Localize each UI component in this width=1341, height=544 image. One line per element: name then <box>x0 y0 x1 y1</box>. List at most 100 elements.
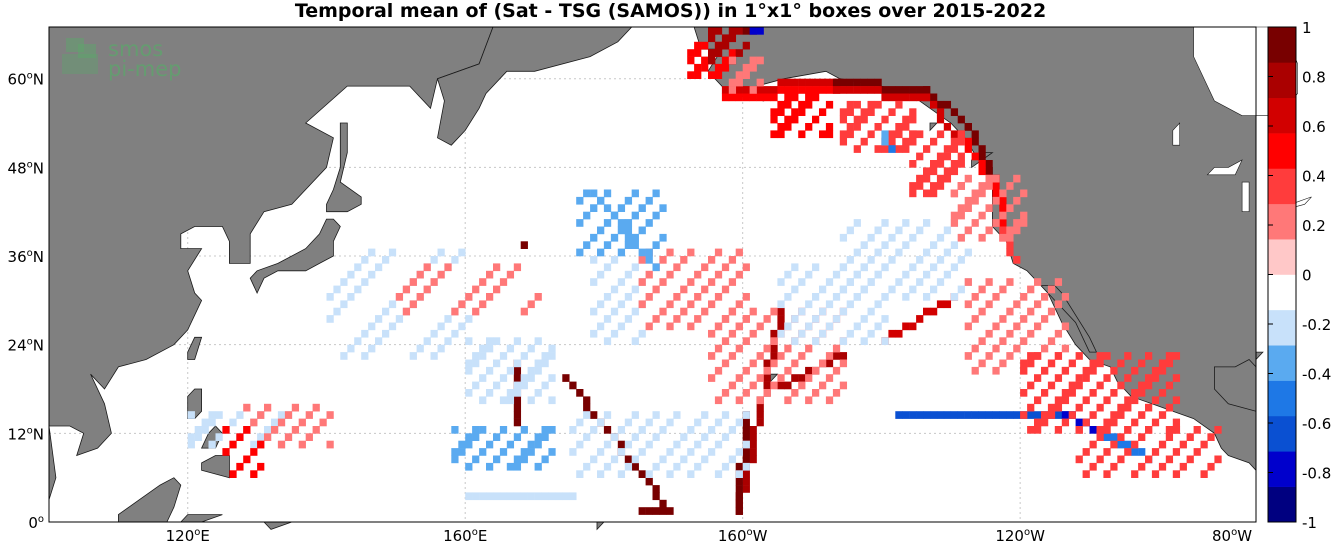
anomaly-cell <box>805 396 813 405</box>
colorbar-segment <box>1268 486 1296 523</box>
anomaly-cell <box>1068 389 1076 397</box>
anomaly-cell <box>950 411 959 419</box>
anomaly-cell <box>992 174 1000 183</box>
anomaly-cell <box>694 418 702 427</box>
anomaly-cell <box>784 100 792 109</box>
anomaly-cell <box>361 256 369 264</box>
anomaly-cell <box>638 329 646 338</box>
anomaly-cell <box>916 226 924 235</box>
anomaly-cell <box>1082 374 1090 382</box>
anomaly-cell <box>520 455 528 464</box>
anomaly-cell <box>250 440 258 449</box>
anomaly-cell <box>687 470 695 478</box>
anomaly-cell <box>701 56 709 65</box>
anomaly-cell <box>645 440 653 449</box>
anomaly-cell <box>805 86 813 94</box>
anomaly-cell <box>569 492 577 501</box>
anomaly-cell <box>479 448 487 456</box>
anomaly-cell <box>541 426 549 434</box>
anomaly-cell <box>610 433 619 441</box>
anomaly-cell <box>694 63 702 72</box>
anomaly-cell <box>590 278 598 286</box>
anomaly-cell <box>777 307 785 316</box>
anomaly-cell <box>721 93 730 102</box>
anomaly-cell <box>819 78 827 87</box>
anomaly-cell <box>659 499 667 508</box>
anomaly-cell <box>1034 426 1042 434</box>
anomaly-cell <box>964 352 972 360</box>
anomaly-cell <box>590 256 598 264</box>
anomaly-cell <box>1013 226 1021 235</box>
anomaly-cell <box>1165 426 1174 434</box>
anomaly-cell <box>499 278 508 286</box>
anomaly-cell <box>1103 433 1111 441</box>
anomaly-cell <box>825 359 834 368</box>
anomaly-cell <box>1103 426 1111 434</box>
anomaly-cell <box>985 226 993 235</box>
anomaly-cell <box>527 300 535 309</box>
anomaly-cell <box>846 300 854 309</box>
colorbar-segments <box>1268 27 1296 523</box>
anomaly-cell <box>347 344 355 353</box>
anomaly-cell <box>486 344 494 353</box>
anomaly-cell <box>409 278 417 286</box>
anomaly-cell <box>909 189 917 198</box>
anomaly-cell <box>791 263 799 272</box>
anomaly-cell <box>735 418 743 427</box>
anomaly-cell <box>936 115 945 124</box>
lat-tick-labels: 0o 12oN 24oN 36oN 48oN 60oN <box>8 71 44 532</box>
anomaly-cell <box>909 86 917 94</box>
anomaly-cell <box>957 152 965 161</box>
anomaly-cell <box>867 329 875 338</box>
lon-tick-label: 120oW <box>995 527 1045 544</box>
anomaly-cell <box>846 329 854 338</box>
anomaly-cell <box>1158 462 1167 471</box>
anomaly-cell <box>756 411 764 419</box>
anomaly-cell <box>597 470 605 478</box>
colorbar-tick-label: -0.8 <box>1302 465 1331 483</box>
anomaly-cell <box>666 270 674 279</box>
map-frame <box>48 26 1257 523</box>
lake-superior <box>1206 159 1243 176</box>
anomaly-cell <box>798 381 806 390</box>
anomaly-cell <box>881 145 889 153</box>
anomaly-cell <box>541 433 549 441</box>
anomaly-cell <box>721 285 730 294</box>
anomaly-cell <box>888 233 896 242</box>
anomaly-cell <box>1034 374 1042 382</box>
anomaly-cell <box>368 270 376 279</box>
anomaly-cell <box>1075 418 1083 427</box>
anomaly-cell <box>437 248 445 257</box>
anomaly-cell <box>534 293 542 301</box>
anomaly-cell <box>694 71 702 79</box>
anomaly-cell <box>916 278 924 286</box>
anomaly-cell <box>499 352 508 360</box>
anomaly-cell <box>770 307 778 316</box>
anomaly-cell <box>943 123 952 131</box>
anomaly-cell <box>1020 337 1028 345</box>
anomaly-cell <box>1068 381 1076 390</box>
anomaly-cell <box>388 322 397 331</box>
anomaly-cell <box>999 219 1007 227</box>
anomaly-cell <box>742 433 750 441</box>
anomaly-cell <box>562 374 570 382</box>
anomaly-cell <box>735 300 743 309</box>
anomaly-cell <box>708 300 716 309</box>
anomaly-cell <box>1117 411 1125 419</box>
anomaly-cell <box>222 448 230 456</box>
anomaly-cell <box>215 433 223 441</box>
anomaly-cell <box>1041 366 1049 375</box>
anomaly-cell <box>645 477 653 486</box>
anomaly-cell <box>756 352 764 360</box>
anomaly-cell <box>701 285 709 294</box>
anomaly-cell <box>1103 470 1111 478</box>
anomaly-cell <box>257 440 265 449</box>
anomaly-cell <box>1068 411 1076 419</box>
anomaly-cell <box>874 145 882 153</box>
anomaly-cell <box>895 329 903 338</box>
anomaly-cell <box>520 352 528 360</box>
anomaly-cell <box>673 293 681 301</box>
anomaly-cell <box>576 440 584 449</box>
anomaly-cell <box>756 86 764 94</box>
anomaly-cell <box>548 344 556 353</box>
